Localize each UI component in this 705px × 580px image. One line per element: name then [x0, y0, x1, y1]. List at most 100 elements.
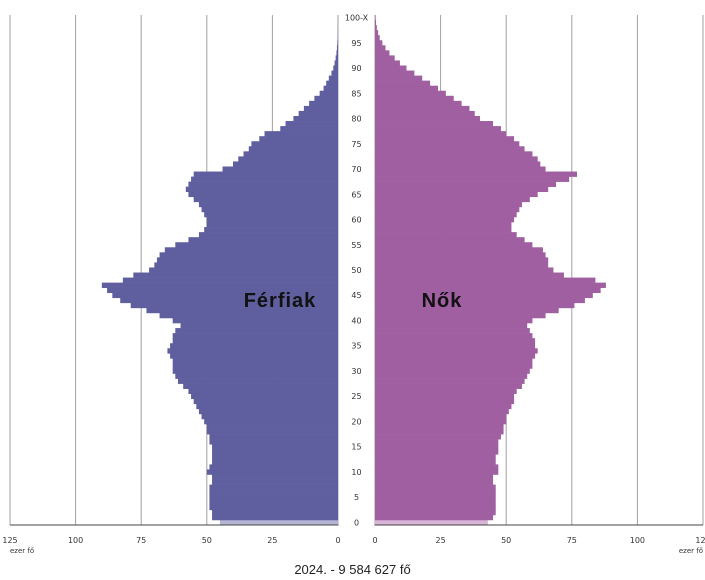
age-tick-label: 90	[351, 64, 361, 73]
bar-male-age-20	[204, 418, 338, 425]
bar-female-age-17	[375, 434, 501, 440]
bar-male-age-81	[298, 110, 338, 117]
bar-male-age-63	[198, 201, 338, 208]
bar-male-age-10	[206, 469, 338, 475]
series-label-female: Nők	[422, 290, 463, 312]
bar-male-age-45	[112, 292, 338, 299]
bar-male-age-33	[170, 353, 338, 359]
x-tick-right-label: 0	[372, 536, 377, 545]
bar-male-age-8	[212, 479, 338, 485]
bar-male-age-71	[233, 161, 338, 167]
bar-male-age-95	[337, 40, 338, 46]
bar-female-age-44	[375, 297, 585, 304]
age-tick-label: 20	[351, 417, 361, 426]
bar-male-age-72	[238, 156, 338, 162]
bar-female-age-94	[375, 45, 386, 51]
bar-male-age-43	[130, 302, 338, 309]
bar-male-age-77	[264, 131, 338, 137]
bar-female-age-55	[375, 242, 533, 248]
age-tick-label: 50	[351, 266, 361, 275]
bar-male-age-39	[180, 323, 338, 329]
bar-female-age-84	[375, 95, 454, 102]
bar-female-age-45	[375, 292, 593, 299]
age-tick-label: 60	[351, 216, 361, 225]
bar-male-age-83	[309, 100, 338, 107]
bar-female-age-51	[375, 262, 549, 268]
x-tick-right-label: 75	[567, 536, 577, 545]
bar-male-age-44	[120, 297, 338, 304]
bar-male-age-4	[209, 499, 338, 506]
age-tick-label: 35	[351, 342, 361, 351]
bar-female-age-54	[375, 247, 543, 253]
bar-female-age-31	[375, 363, 533, 369]
series-label-male: Férfiak	[244, 290, 317, 312]
bar-female-age-24	[375, 398, 515, 405]
bar-male-age-6	[209, 489, 338, 496]
x-tick-left-label: 50	[202, 536, 212, 545]
bar-female-age-9	[375, 474, 494, 480]
bar-female-age-65	[375, 191, 538, 198]
bar-male-age-22	[198, 408, 338, 415]
bar-male-age-12	[212, 459, 338, 465]
bar-male-age-0	[219, 519, 338, 526]
age-tick-label: 0	[354, 518, 359, 527]
bar-female-age-46	[375, 287, 601, 294]
age-tick-label: 30	[351, 367, 361, 376]
bar-female-age-86	[375, 85, 438, 92]
bar-male-age-48	[122, 277, 338, 283]
bar-female-age-3	[375, 504, 496, 511]
bar-female-age-34	[375, 348, 538, 354]
bar-female-age-83	[375, 100, 462, 107]
bar-female-age-80	[375, 115, 480, 122]
bar-male-age-66	[185, 186, 338, 193]
bar-female-age-4	[375, 499, 496, 506]
bar-female-age-35	[375, 343, 536, 349]
age-tick-label: 85	[351, 89, 361, 98]
bar-female-age-43	[375, 302, 575, 309]
bar-male-age-41	[159, 312, 338, 319]
bar-female-age-71	[375, 161, 541, 167]
age-tick-label: 80	[351, 115, 361, 124]
bar-female-age-5	[375, 494, 496, 501]
bar-male-age-29	[175, 373, 338, 379]
bar-male-age-85	[319, 90, 338, 97]
bar-male-age-82	[303, 105, 338, 112]
x-tick-right-label: 125	[695, 536, 705, 545]
bar-male-age-27	[183, 383, 338, 389]
bar-male-age-91	[334, 60, 338, 66]
bar-female-age-37	[375, 333, 533, 339]
male-bars	[101, 15, 338, 526]
bar-female-age-28	[375, 378, 525, 384]
bar-female-age-13	[375, 454, 496, 460]
bar-female-age-100	[375, 15, 376, 21]
bar-female-age-40	[375, 317, 533, 324]
bar-female-age-56	[375, 237, 525, 243]
bar-male-age-14	[212, 449, 338, 455]
bar-female-age-15	[375, 444, 499, 450]
bar-male-age-9	[212, 474, 338, 480]
bar-male-age-38	[175, 328, 338, 334]
bar-male-age-62	[201, 206, 338, 213]
bar-male-age-37	[172, 333, 338, 339]
chart-caption: 2024. - 9 584 627 fő	[294, 562, 411, 577]
bar-female-age-90	[375, 65, 407, 71]
bar-female-age-7	[375, 484, 496, 490]
x-tick-left-label: 25	[267, 536, 277, 545]
bar-female-age-14	[375, 449, 499, 455]
bar-male-age-19	[206, 424, 338, 430]
bar-female-age-39	[375, 323, 528, 329]
bar-female-age-78	[375, 126, 501, 132]
bar-female-age-69	[375, 171, 578, 177]
bar-male-age-51	[154, 262, 338, 268]
bar-male-age-75	[251, 141, 338, 147]
bar-female-age-81	[375, 110, 475, 117]
bar-male-age-89	[331, 70, 338, 76]
bar-male-age-23	[196, 403, 338, 410]
x-tick-right-label: 100	[630, 536, 645, 545]
bar-male-age-46	[107, 287, 338, 294]
bar-female-age-8	[375, 479, 494, 485]
bar-male-age-88	[328, 75, 338, 81]
bar-female-age-92	[375, 55, 395, 61]
bar-male-age-42	[146, 307, 338, 314]
bar-male-age-32	[172, 358, 338, 364]
